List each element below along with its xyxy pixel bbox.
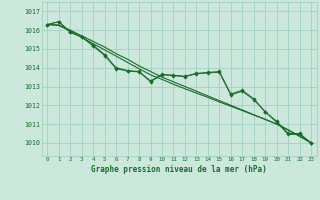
X-axis label: Graphe pression niveau de la mer (hPa): Graphe pression niveau de la mer (hPa)	[91, 165, 267, 174]
